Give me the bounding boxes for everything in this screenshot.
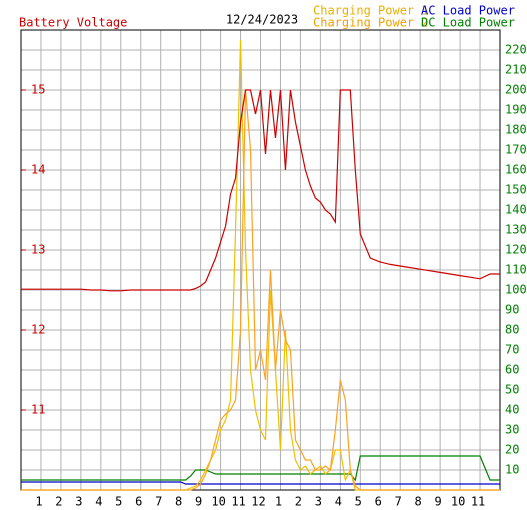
y2-tick-label: 210	[505, 63, 527, 77]
x-tick-label: 5	[355, 495, 362, 509]
x-tick-label: 10	[451, 495, 465, 509]
x-tick-label: 7	[155, 495, 162, 509]
x-tick-label: 6	[375, 495, 382, 509]
y-tick-label: 13	[31, 243, 45, 257]
y2-tick-label: 170	[505, 143, 527, 157]
y2-tick-label: 30	[505, 423, 519, 437]
y2-tick-label: 100	[505, 283, 527, 297]
plot-frame	[20, 29, 501, 491]
y2-tick-label: 130	[505, 223, 527, 237]
x-tick-label: 12	[251, 495, 265, 509]
x-tick-label: 1	[275, 495, 282, 509]
y-tick-label: 12	[31, 323, 45, 337]
y2-tick-label: 70	[505, 343, 519, 357]
x-tick-label: 10	[211, 495, 225, 509]
y2-tick-label: 150	[505, 183, 527, 197]
y2-tick-label: 50	[505, 383, 519, 397]
chart-title: 12/24/2023	[226, 13, 298, 27]
legend-label: DC Load Power	[421, 16, 515, 30]
y2-tick-label: 140	[505, 203, 527, 217]
x-tick-label: 11	[231, 495, 245, 509]
x-tick-label: 2	[55, 495, 62, 509]
y2-tick-label: 120	[505, 243, 527, 257]
legend-label: AC Load Power	[421, 4, 515, 18]
y-tick-label: 11	[31, 403, 45, 417]
y2-tick-label: 80	[505, 323, 519, 337]
series-line	[21, 89, 500, 491]
y2-tick-label: 110	[505, 263, 527, 277]
series-line	[21, 89, 500, 292]
x-tick-label: 9	[195, 495, 202, 509]
y2-tick-label: 40	[505, 403, 519, 417]
x-tick-label: 4	[95, 495, 102, 509]
x-tick-label: 11	[471, 495, 485, 509]
y2-tick-label: 90	[505, 303, 519, 317]
x-tick-label: 7	[395, 495, 402, 509]
y2-tick-label: 220	[505, 43, 527, 57]
x-tick-label: 3	[75, 495, 82, 509]
x-tick-label: 5	[115, 495, 122, 509]
y2-tick-label: 190	[505, 103, 527, 117]
y-tick-label: 14	[31, 163, 45, 177]
y2-tick-label: 10	[505, 463, 519, 477]
x-tick-label: 6	[135, 495, 142, 509]
x-tick-label: 4	[335, 495, 342, 509]
x-tick-label: 9	[435, 495, 442, 509]
x-tick-label: 1	[35, 495, 42, 509]
x-tick-label: 2	[295, 495, 302, 509]
x-tick-label: 8	[175, 495, 182, 509]
y2-tick-label: 180	[505, 123, 527, 137]
y2-tick-label: 60	[505, 363, 519, 377]
x-tick-label: 8	[415, 495, 422, 509]
y-axis-label: Battery Voltage	[19, 16, 127, 30]
series-line	[21, 455, 500, 482]
series-line	[21, 481, 500, 485]
legend-label: Charging Power 1	[313, 4, 429, 18]
y2-tick-label: 200	[505, 83, 527, 97]
x-tick-label: 3	[315, 495, 322, 509]
y2-tick-label: 160	[505, 163, 527, 177]
y2-tick-label: 20	[505, 443, 519, 457]
y-tick-label: 15	[31, 83, 45, 97]
legend-label: Charging Power 2	[313, 16, 429, 30]
